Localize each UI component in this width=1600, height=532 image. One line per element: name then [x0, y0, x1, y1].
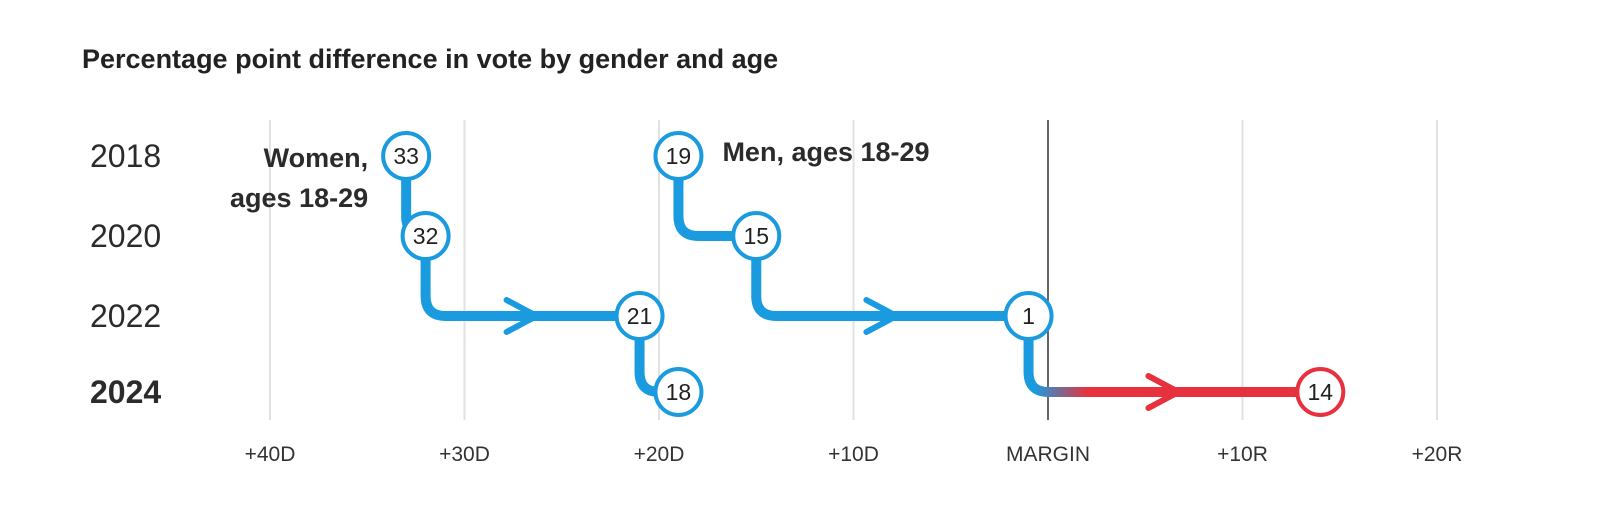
data-point-circle — [653, 131, 704, 181]
y-year-label: 2018 — [90, 138, 161, 174]
y-year-label: 2020 — [90, 218, 161, 254]
series-connector — [673, 156, 757, 241]
data-point-circle — [653, 367, 704, 417]
x-tick-label: +10R — [1217, 443, 1268, 466]
x-tick-label: +20D — [634, 443, 685, 466]
x-tick-label: +30D — [439, 443, 490, 466]
series-label-men: Men, ages 18-29 — [722, 137, 929, 167]
data-point-label: 15 — [743, 223, 769, 249]
direction-arrow — [503, 297, 540, 335]
data-point-label: 1 — [1022, 303, 1035, 329]
data-point-circle — [614, 291, 665, 341]
data-point-circle — [1003, 291, 1054, 341]
data-point-circle — [731, 211, 782, 261]
x-tick-label: +20R — [1412, 443, 1463, 466]
chart-title: Percentage point difference in vote by g… — [82, 44, 779, 74]
series-label-women: ages 18-29 — [230, 183, 368, 213]
data-point-circle — [1295, 367, 1346, 417]
x-tick-label: MARGIN — [1006, 443, 1090, 466]
data-point-label: 14 — [1308, 379, 1334, 405]
data-point-circle — [400, 211, 451, 261]
data-point-label: 19 — [666, 143, 692, 169]
data-point-label: 32 — [413, 223, 439, 249]
data-point-circle — [381, 131, 432, 181]
direction-arrow — [863, 297, 900, 335]
x-tick-label: +10D — [828, 443, 879, 466]
x-tick-label: +40D — [245, 443, 296, 466]
series-connector — [1023, 316, 1321, 397]
y-year-label: 2022 — [90, 298, 161, 334]
data-point-label: 21 — [627, 303, 653, 329]
series-label-women: Women, — [264, 143, 369, 173]
data-point-label: 18 — [666, 379, 692, 405]
direction-arrow — [1145, 373, 1182, 411]
series-connector — [420, 236, 640, 321]
data-point-label: 33 — [393, 143, 419, 169]
series-connector — [751, 236, 1029, 321]
y-year-label: 2024 — [90, 374, 161, 410]
